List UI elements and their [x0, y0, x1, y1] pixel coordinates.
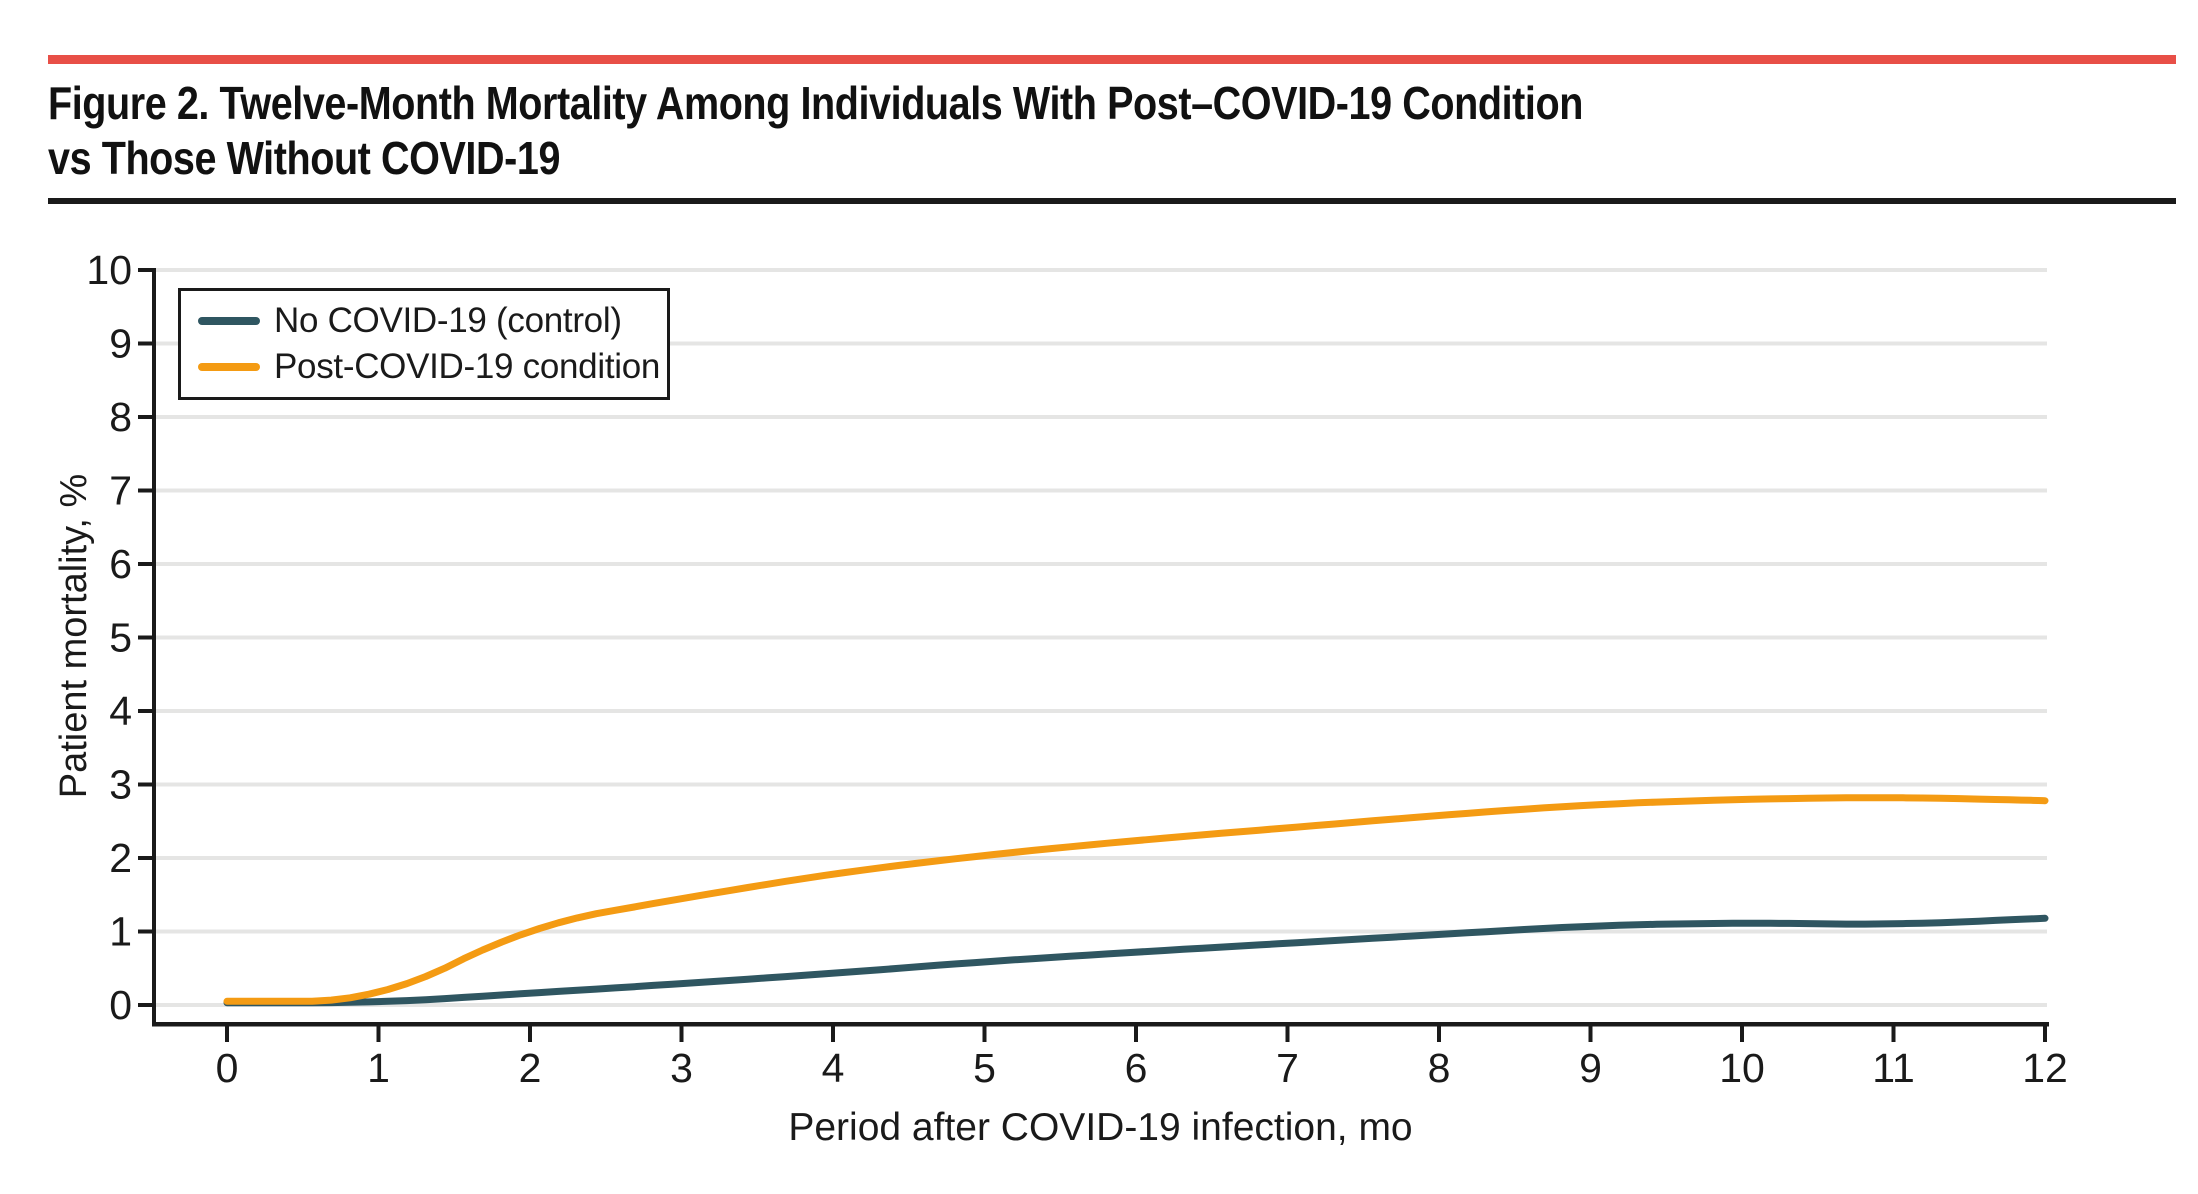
- figure-title: Figure 2. Twelve-Month Mortality Among I…: [48, 76, 1583, 186]
- y-tick-label-8: 8: [109, 394, 132, 440]
- x-tick-label-10: 10: [1719, 1045, 1765, 1091]
- x-tick-label-4: 4: [822, 1045, 845, 1091]
- accent-bar: [48, 55, 2176, 64]
- y-tick-label-4: 4: [109, 688, 132, 734]
- legend-item-post-covid: Post-COVID-19 condition: [198, 347, 667, 386]
- x-axis-line: [152, 1022, 2049, 1027]
- title-rule: [48, 198, 2176, 204]
- y-tick-label-3: 3: [109, 762, 132, 808]
- y-tick-label-7: 7: [109, 468, 132, 514]
- series-line-1: [223, 794, 2049, 1005]
- figure-title-line-2: vs Those Without COVID-19: [48, 132, 561, 184]
- chart-legend: No COVID-19 (control) Post-COVID-19 cond…: [178, 288, 670, 400]
- y-tick-label-0: 0: [109, 982, 132, 1028]
- x-tick-label-8: 8: [1428, 1045, 1451, 1091]
- legend-swatch-post-covid: [198, 363, 260, 371]
- y-tick-label-1: 1: [109, 909, 132, 955]
- y-tick-label-9: 9: [109, 321, 132, 367]
- x-tick-label-12: 12: [2022, 1045, 2068, 1091]
- x-tick-label-2: 2: [519, 1045, 542, 1091]
- x-axis-title: Period after COVID-19 infection, mo: [788, 1106, 1412, 1149]
- figure-title-line-1: Figure 2. Twelve-Month Mortality Among I…: [48, 77, 1583, 129]
- legend-label-post-covid: Post-COVID-19 condition: [274, 347, 661, 386]
- y-tick-label-2: 2: [109, 835, 132, 881]
- x-tick-label-3: 3: [670, 1045, 693, 1091]
- x-tick-label-0: 0: [216, 1045, 239, 1091]
- y-axis-line: [152, 268, 156, 1026]
- legend-label-no-covid: No COVID-19 (control): [274, 301, 622, 340]
- x-tick-label-7: 7: [1276, 1045, 1299, 1091]
- x-tick-label-9: 9: [1579, 1045, 1602, 1091]
- y-tick-label-5: 5: [109, 615, 132, 661]
- legend-swatch-no-covid: [198, 317, 260, 325]
- x-tick-label-6: 6: [1125, 1045, 1148, 1091]
- x-tick-label-1: 1: [367, 1045, 390, 1091]
- y-axis-title: Patient mortality, %: [53, 474, 95, 799]
- y-tick-label-10: 10: [86, 247, 132, 293]
- legend-item-no-covid: No COVID-19 (control): [198, 301, 667, 340]
- y-tick-label-6: 6: [109, 541, 132, 587]
- x-tick-label-5: 5: [973, 1045, 996, 1091]
- x-tick-label-11: 11: [1872, 1045, 1915, 1091]
- series-line-0: [223, 914, 2049, 1007]
